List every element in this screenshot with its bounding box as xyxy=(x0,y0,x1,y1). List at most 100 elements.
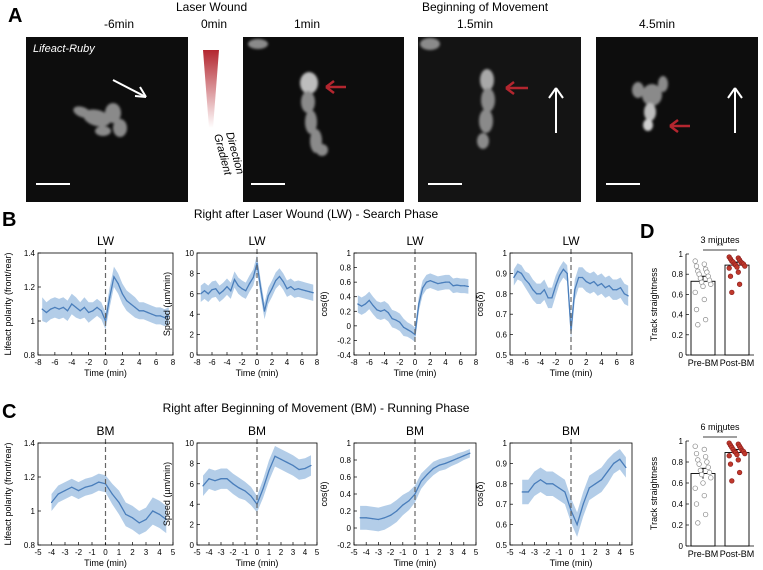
data-point xyxy=(451,460,453,462)
data-point xyxy=(552,483,554,485)
data-point xyxy=(402,326,405,328)
data-point xyxy=(616,289,618,291)
x-tick-label: 6 xyxy=(459,358,464,367)
y-tick-label: 0.8 xyxy=(496,480,508,489)
data-point xyxy=(597,285,599,287)
data-point xyxy=(125,513,127,516)
timepoint-label-3: 1.5min xyxy=(457,17,493,31)
x-tick-label: 6 xyxy=(615,358,620,367)
data-point xyxy=(543,289,545,291)
data-point xyxy=(420,480,422,482)
data-point xyxy=(41,308,43,310)
x-tick-label: -2 xyxy=(238,358,246,367)
y-tick-label: 1 xyxy=(679,250,684,259)
data-point xyxy=(263,310,266,312)
data-point xyxy=(539,293,542,295)
data-point xyxy=(437,283,439,285)
red-arrow-3 xyxy=(669,119,690,133)
data-point xyxy=(438,464,440,466)
data-point xyxy=(142,310,145,312)
y-tick-label: 0.6 xyxy=(672,479,684,488)
data-point xyxy=(159,315,161,317)
y-tick-label: 8 xyxy=(190,269,195,278)
data-point xyxy=(693,263,700,269)
data-point xyxy=(532,289,534,291)
y-axis-label: Lifeact polarity (front/rear) xyxy=(3,252,13,355)
data-point xyxy=(100,310,102,312)
data-point xyxy=(226,478,228,480)
x-tick-label: -1 xyxy=(399,548,407,557)
data-point xyxy=(564,491,566,493)
data-point xyxy=(54,306,56,308)
event-label: BM xyxy=(248,424,266,438)
data-point xyxy=(425,281,428,283)
chart-B2: Speed (µm/min) 0 2 4 6 8 10 LW -8 -6 -4 -2 0 2 4 6 8 Time… xyxy=(162,234,320,378)
data-point xyxy=(147,311,149,314)
data-point xyxy=(735,457,741,463)
x-tick-label: -5 xyxy=(350,548,358,557)
data-point xyxy=(117,283,119,285)
y-tick-label: 0.4 xyxy=(340,490,352,499)
panel-label-c: C xyxy=(2,401,16,423)
data-point xyxy=(308,291,311,293)
data-point xyxy=(735,269,741,275)
data-point xyxy=(237,285,239,287)
data-point xyxy=(726,453,732,459)
data-point xyxy=(361,305,363,307)
data-point xyxy=(357,303,359,305)
x-tick-label: 4 xyxy=(599,358,604,367)
y-tick-label: 0.2 xyxy=(672,331,684,340)
data-point xyxy=(138,522,140,524)
x-tick-label: -2 xyxy=(75,548,83,557)
data-point xyxy=(734,452,740,458)
data-point xyxy=(546,483,548,485)
x-tick-label: 0 xyxy=(413,358,418,367)
data-point xyxy=(414,493,416,495)
data-point xyxy=(551,297,553,299)
data-point xyxy=(158,513,161,516)
data-point xyxy=(280,458,282,460)
data-point xyxy=(109,296,111,298)
x-tick-label: 3 xyxy=(449,548,454,557)
x-tick-label: 5 xyxy=(630,548,635,557)
chart-D1: Track straightness 0 0.2 0.4 0.6 0.8 1 Pre-BM Po… xyxy=(649,235,754,368)
data-point xyxy=(293,289,296,291)
data-point xyxy=(390,514,392,516)
y-tick-label: 0.8 xyxy=(24,351,36,360)
y-tick-label: 10 xyxy=(185,249,194,258)
data-point xyxy=(585,280,587,283)
data-point xyxy=(742,450,748,457)
y-tick-label: 0.4 xyxy=(340,293,352,302)
x-tick-label: -4 xyxy=(363,548,371,557)
data-point xyxy=(77,490,80,492)
data-point xyxy=(368,299,370,301)
data-point xyxy=(202,485,204,487)
data-point xyxy=(547,297,549,299)
y-tick-label: 0 xyxy=(679,351,684,360)
y-axis-label: Lifeact polarity (front/rear) xyxy=(3,442,13,545)
data-point xyxy=(426,473,428,476)
data-point xyxy=(422,287,424,289)
data-point xyxy=(513,276,515,279)
event-label: BM xyxy=(406,424,424,438)
y-tick-label: -0.2 xyxy=(337,336,351,345)
x-tick-label: -8 xyxy=(193,358,201,367)
data-point xyxy=(365,517,367,519)
data-point xyxy=(402,504,404,506)
data-point xyxy=(701,446,707,453)
data-point xyxy=(736,281,743,287)
x-tick-label: 2 xyxy=(593,548,598,557)
panel-label-d: D xyxy=(640,221,654,243)
x-tick-label: -8 xyxy=(350,358,358,367)
x-axis-label: Time (min) xyxy=(550,558,593,568)
x-tick-label: -6 xyxy=(208,358,216,367)
white-arrow-up-1 xyxy=(548,87,564,133)
error-band xyxy=(357,273,469,342)
data-point xyxy=(613,462,615,464)
x-tick-label: -2 xyxy=(543,548,551,557)
timepoint-label-4: 4.5min xyxy=(639,17,675,31)
data-point xyxy=(467,285,469,288)
y-tick-label: 4 xyxy=(190,500,195,509)
data-point xyxy=(589,283,591,285)
data-point xyxy=(588,487,590,489)
